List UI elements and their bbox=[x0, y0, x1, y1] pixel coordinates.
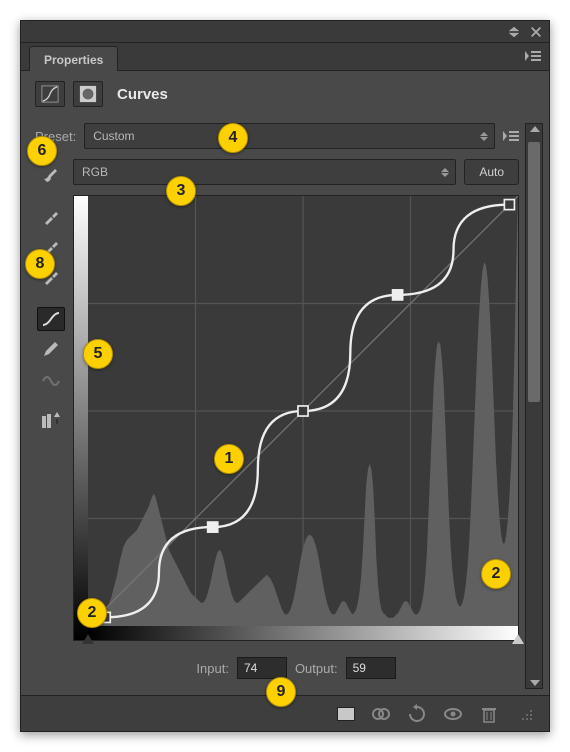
pencil-tool[interactable] bbox=[37, 337, 65, 361]
input-field[interactable] bbox=[237, 657, 287, 679]
preset-label: Preset: bbox=[35, 129, 76, 144]
collapse-icon[interactable] bbox=[507, 25, 521, 39]
curve-canvas[interactable] bbox=[88, 196, 518, 626]
footer bbox=[21, 695, 549, 731]
tab-row: Properties bbox=[21, 43, 549, 71]
smooth-tool[interactable] bbox=[37, 367, 65, 391]
curves-graph[interactable] bbox=[73, 195, 519, 641]
main-column: Preset: Custom bbox=[35, 123, 519, 689]
io-row: Input: Output: bbox=[73, 641, 519, 689]
channel-dropdown[interactable]: RGB bbox=[73, 159, 456, 185]
mask-icon[interactable] bbox=[73, 81, 103, 107]
auto-button[interactable]: Auto bbox=[464, 159, 519, 185]
scroll-bar[interactable] bbox=[525, 123, 543, 689]
output-gradient bbox=[74, 196, 88, 640]
on-image-tool[interactable] bbox=[37, 163, 65, 187]
tab-properties[interactable]: Properties bbox=[29, 46, 118, 71]
header-strip: Curves bbox=[21, 71, 549, 117]
tool-column bbox=[35, 159, 67, 689]
graph-wrap: RGB Auto bbox=[73, 159, 519, 689]
resize-grip-icon[interactable] bbox=[519, 707, 533, 721]
titlebar bbox=[21, 21, 549, 43]
output-field[interactable] bbox=[346, 657, 396, 679]
white-eyedropper[interactable] bbox=[37, 265, 65, 289]
scroll-thumb[interactable] bbox=[528, 142, 540, 402]
adjustment-title: Curves bbox=[117, 86, 168, 103]
body-area: Preset: Custom bbox=[21, 117, 549, 695]
input-gradient bbox=[88, 626, 518, 640]
prev-state-icon[interactable] bbox=[371, 704, 391, 724]
close-icon[interactable] bbox=[529, 25, 543, 39]
input-label: Input: bbox=[196, 661, 229, 676]
clip-warning-icon[interactable] bbox=[37, 409, 65, 433]
preset-menu-icon[interactable] bbox=[503, 129, 519, 143]
preset-value: Custom bbox=[93, 129, 134, 143]
panel-menu-icon[interactable] bbox=[525, 49, 541, 63]
properties-panel: Properties Curves Preset: Custom bbox=[20, 20, 550, 732]
white-slider[interactable] bbox=[512, 634, 524, 644]
output-label: Output: bbox=[295, 661, 338, 676]
gray-eyedropper[interactable] bbox=[37, 235, 65, 259]
curves-adj-icon[interactable] bbox=[35, 81, 65, 107]
black-eyedropper[interactable] bbox=[37, 205, 65, 229]
layer-thumb-icon[interactable] bbox=[337, 707, 355, 721]
trash-icon[interactable] bbox=[479, 704, 499, 724]
curve-point-tool[interactable] bbox=[37, 307, 65, 331]
channel-value: RGB bbox=[82, 165, 108, 179]
visibility-icon[interactable] bbox=[443, 704, 463, 724]
preset-dropdown[interactable]: Custom bbox=[84, 123, 495, 149]
black-slider[interactable] bbox=[82, 634, 94, 644]
reset-icon[interactable] bbox=[407, 704, 427, 724]
